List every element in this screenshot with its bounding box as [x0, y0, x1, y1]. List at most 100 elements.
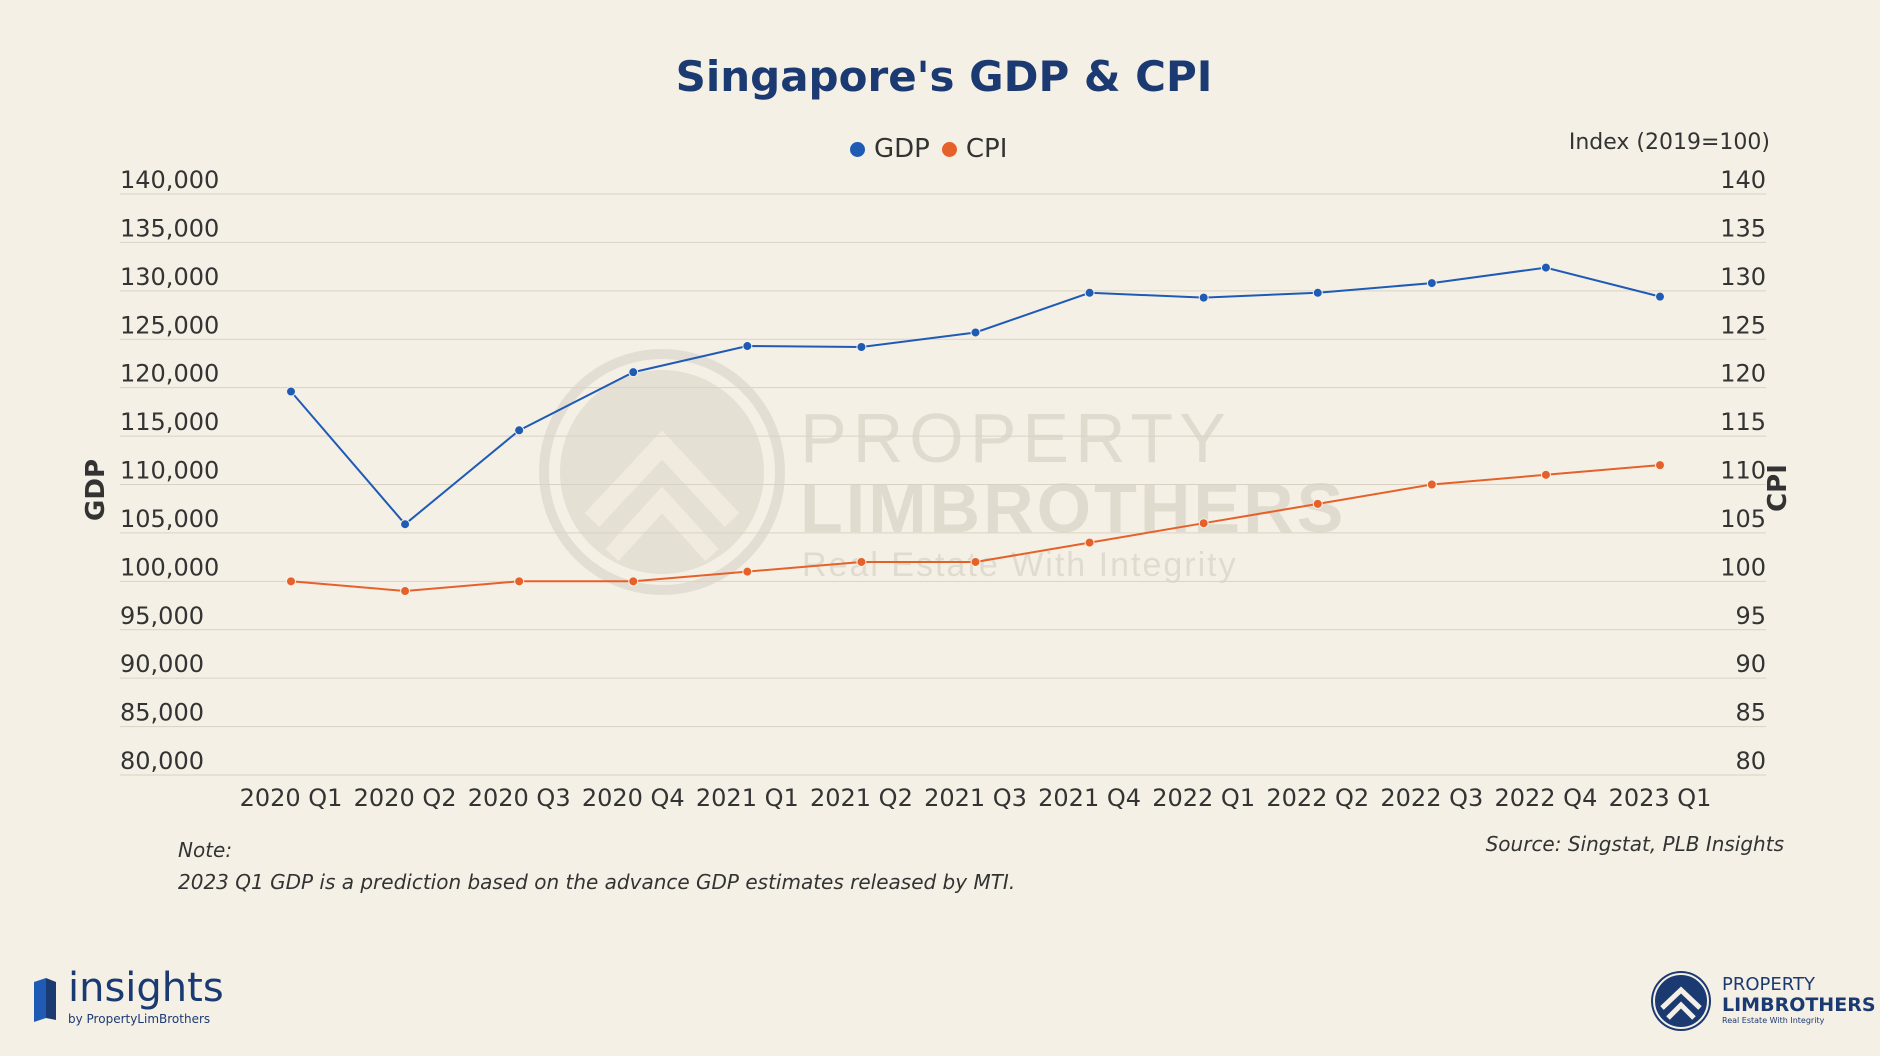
grid-lines [120, 193, 1766, 776]
left-axis-ticks: 140,000 135,000 130,000 125,000 120,000 115,0… [120, 166, 219, 775]
data-point-gdp [1426, 278, 1437, 289]
x-tick-label: 2021 Q2 [810, 784, 913, 812]
left-tick-label: 135,000 [120, 214, 219, 242]
note-text: 2023 Q1 GDP is a prediction based on the… [178, 870, 1016, 894]
legend-item-gdp: GDP [850, 134, 930, 164]
left-tick-label: 85,000 [120, 699, 204, 727]
left-axis-label: GDP [81, 459, 111, 521]
data-point-gdp [628, 367, 639, 378]
data-point-cpi [856, 556, 867, 567]
right-tick-label: 80 [1735, 747, 1766, 775]
x-tick-label: 2021 Q1 [696, 784, 799, 812]
right-tick-label: 120 [1720, 360, 1766, 388]
note: Note: 2023 Q1 GDP is a prediction based … [178, 834, 1015, 898]
data-point-gdp [286, 386, 296, 397]
left-tick-label: 80,000 [120, 747, 204, 775]
right-axis-ticks: 140 135 130 125 120 115 110 105 100 95 90 85 80 [1720, 166, 1766, 775]
x-tick-label: 2022 Q4 [1494, 784, 1597, 812]
watermark-chevron-icon [584, 430, 740, 527]
left-tick-label: 125,000 [120, 311, 219, 339]
watermark-line2: LIMBROTHERS [800, 469, 1346, 547]
watermark: PROPERTY LIMBROTHERS Real Estate With In… [539, 349, 1346, 595]
left-tick-label: 120,000 [120, 360, 219, 388]
right-tick-label: 130 [1720, 263, 1766, 291]
data-point-gdp [514, 425, 525, 436]
insights-logo: insights by PropertyLimBrothers [32, 968, 224, 1026]
legend-dot-cpi [941, 141, 957, 157]
x-tick-label: 2020 Q2 [354, 784, 457, 812]
x-tick-label: 2022 Q1 [1152, 784, 1255, 812]
x-tick-label: 2020 Q1 [240, 784, 343, 812]
plb-emblem-icon [1651, 971, 1711, 1031]
x-axis-ticks: 2020 Q1 2020 Q2 2020 Q3 2020 Q4 2021 Q1 2021 … [240, 784, 1712, 812]
right-tick-label: 95 [1735, 602, 1766, 630]
left-tick-label: 130,000 [120, 263, 219, 291]
chart-title: Singapore's GDP & CPI [675, 52, 1213, 101]
book-icon [34, 978, 56, 1022]
data-point-gdp [856, 341, 867, 352]
left-tick-label: 110,000 [120, 457, 219, 485]
watermark-chevron-icon-2 [605, 486, 719, 562]
left-tick-label: 140,000 [120, 166, 219, 194]
x-tick-label: 2021 Q4 [1038, 784, 1141, 812]
watermark-tagline: Real Estate With Integrity [802, 546, 1238, 584]
right-axis-unit: Index (2019=100) [1568, 130, 1770, 155]
data-point-gdp [1198, 292, 1209, 303]
legend: GDP CPI [850, 132, 1019, 166]
data-point-gdp [1084, 287, 1095, 298]
data-point-cpi [1198, 518, 1209, 529]
x-tick-label: 2021 Q3 [924, 784, 1027, 812]
plb-logo: PROPERTY LIMBROTHERS Real Estate With In… [1648, 968, 1876, 1034]
x-tick-label: 2022 Q2 [1266, 784, 1369, 812]
data-point-gdp [970, 327, 981, 338]
watermark-circle [539, 349, 785, 595]
x-tick-label: 2022 Q3 [1380, 784, 1483, 812]
left-tick-label: 105,000 [120, 505, 219, 533]
data-point-cpi [1312, 498, 1323, 509]
data-point-cpi [514, 576, 525, 587]
x-tick-label: 2020 Q3 [468, 784, 571, 812]
legend-item-cpi: CPI [941, 134, 1008, 164]
series-layer [286, 262, 1665, 597]
watermark-disc [560, 370, 764, 574]
left-tick-label: 100,000 [120, 553, 219, 581]
plb-logo-tagline: Real Estate With Integrity [1722, 1016, 1825, 1025]
right-tick-label: 100 [1720, 553, 1766, 581]
legend-dot-gdp [850, 141, 865, 157]
data-point-gdp [1312, 287, 1323, 298]
x-tick-label: 2020 Q4 [582, 784, 685, 812]
right-tick-label: 115 [1720, 408, 1766, 436]
note-label: Note: [178, 838, 233, 862]
insights-logo-by: by PropertyLimBrothers [68, 1012, 211, 1026]
legend-label-cpi: CPI [965, 134, 1008, 164]
data-point-cpi [1540, 469, 1551, 480]
plb-logo-line2: LIMBROTHERS [1722, 994, 1876, 1016]
right-tick-label: 125 [1720, 311, 1766, 339]
data-point-gdp [1540, 262, 1551, 273]
watermark-line1: PROPERTY [800, 399, 1232, 477]
insights-logo-name: insights [68, 965, 224, 1011]
right-tick-label: 135 [1720, 214, 1766, 242]
data-point-gdp [400, 519, 411, 530]
data-point-cpi [400, 586, 411, 597]
data-point-cpi [1084, 537, 1095, 548]
legend-label-gdp: GDP [874, 134, 930, 164]
right-tick-label: 140 [1720, 166, 1766, 194]
source-text: Source: Singstat, PLB Insights [1485, 832, 1784, 856]
data-point-cpi [970, 556, 981, 567]
x-tick-label: 2023 Q1 [1609, 784, 1712, 812]
right-axis-label: CPI [1763, 464, 1793, 512]
right-tick-label: 90 [1735, 650, 1766, 678]
data-point-cpi [628, 576, 639, 587]
left-tick-label: 90,000 [120, 650, 204, 678]
plb-logo-line1: PROPERTY [1722, 974, 1815, 995]
data-point-gdp [1655, 291, 1665, 302]
data-point-cpi [742, 566, 753, 577]
right-tick-label: 110 [1720, 457, 1766, 485]
data-point-cpi [286, 576, 296, 587]
right-tick-label: 85 [1735, 699, 1766, 727]
right-tick-label: 105 [1720, 505, 1766, 533]
left-tick-label: 95,000 [120, 602, 204, 630]
left-tick-label: 115,000 [120, 408, 219, 436]
